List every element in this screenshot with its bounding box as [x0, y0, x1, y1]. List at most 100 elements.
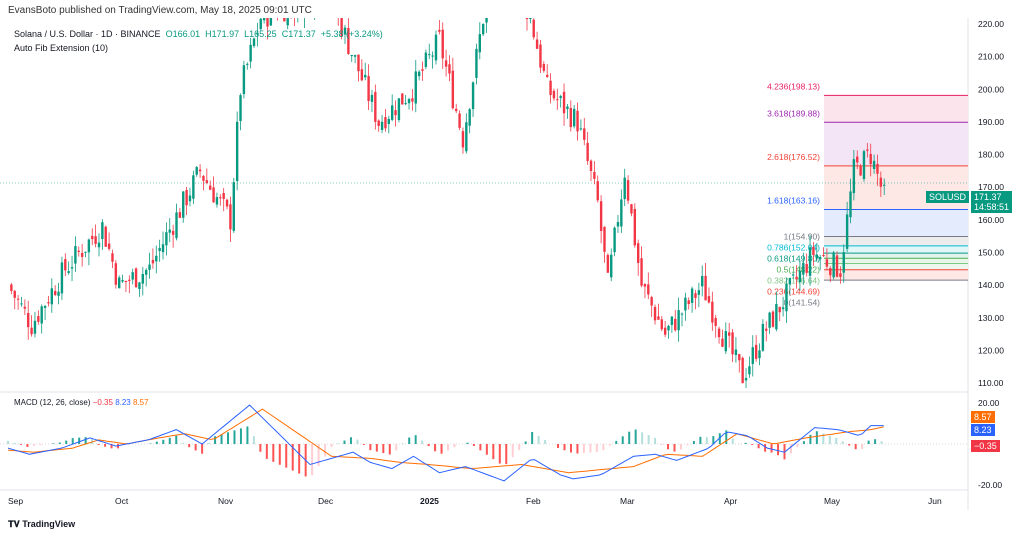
candle-body	[633, 208, 637, 246]
candle-body	[242, 65, 246, 95]
candle-body	[596, 181, 599, 201]
candle-body	[20, 303, 23, 305]
macd-histogram-bar	[65, 440, 68, 444]
candle-body	[589, 160, 593, 171]
macd-histogram-bar	[647, 435, 650, 444]
indicator-label[interactable]: Auto Fib Extension (10)	[14, 43, 109, 53]
macd-label: MACD (12, 26, close)	[14, 398, 91, 407]
candle-body	[761, 323, 765, 351]
candle-body	[350, 54, 353, 57]
candle-body	[434, 34, 438, 61]
tradingview-logo[interactable]: 𝐓𝐕 TradingView	[8, 519, 75, 530]
candle-body	[788, 277, 792, 285]
candle-body	[225, 199, 229, 207]
price-tick: 220.00	[978, 19, 1004, 29]
macd-histogram-bar	[621, 436, 624, 444]
candle-body	[805, 263, 808, 273]
macd-histogram-bar	[181, 442, 184, 444]
macd-histogram-bar	[414, 435, 417, 444]
signal-line	[7, 408, 884, 474]
candle-body	[13, 290, 16, 298]
candle-body	[43, 305, 47, 308]
candle-body	[384, 117, 387, 129]
candle-body	[40, 306, 43, 324]
bar-countdown: 14:58:51	[974, 202, 1010, 212]
candle-body	[30, 327, 33, 335]
candle-body	[704, 275, 707, 301]
candle-body	[138, 282, 141, 290]
candle-body	[134, 268, 138, 288]
symbol-name[interactable]: Solana / U.S. Dollar · 1D · BINANCE	[14, 29, 161, 39]
macd-histogram-bar	[110, 444, 113, 449]
candle-body	[680, 313, 684, 315]
candle-body	[667, 325, 670, 331]
candle-body	[178, 212, 182, 218]
fib-zone	[824, 95, 968, 123]
macd-histogram-bar	[246, 426, 249, 444]
signal-tag: 8.57	[971, 411, 995, 423]
candle-body	[684, 297, 687, 311]
macd-histogram-bar	[362, 444, 365, 445]
candle-body	[866, 149, 869, 151]
macd-histogram-bar	[628, 431, 631, 444]
macd-histogram-bar	[272, 444, 275, 462]
macd-histogram-bar	[802, 441, 805, 444]
macd-histogram-bar	[324, 444, 327, 457]
macd-histogram-bar	[149, 443, 152, 444]
candle-body	[219, 197, 222, 199]
candle-body	[198, 169, 202, 172]
macd-histogram-bar	[252, 436, 255, 444]
fib-zone	[824, 236, 968, 246]
candle-body	[623, 177, 626, 200]
candle-body	[161, 244, 165, 253]
candle-body	[815, 254, 818, 259]
candle-body	[852, 159, 856, 194]
macd-histogram-bar	[408, 437, 411, 444]
candle-body	[586, 142, 589, 161]
macd-histogram-bar	[505, 444, 508, 465]
candle-body	[458, 113, 461, 128]
fib-zone	[824, 122, 968, 166]
fib-level-label: 0.618(149.80)	[767, 253, 820, 263]
candle-body	[94, 236, 97, 244]
candle-body	[441, 29, 444, 59]
ohlc-high: H171.97	[205, 29, 240, 39]
candle-body	[168, 229, 171, 233]
macd-histogram-bar	[58, 442, 61, 444]
macd-histogram-bar	[667, 444, 670, 450]
macd-legend[interactable]: MACD (12, 26, close) −0.35 8.23 8.57	[14, 398, 149, 407]
price-tick: 120.00	[978, 345, 1004, 355]
fib-level-label: 3.618(189.88)	[767, 108, 820, 118]
price-tick: 130.00	[978, 313, 1004, 323]
candle-body	[525, 18, 529, 19]
candle-body	[148, 264, 151, 270]
candle-body	[60, 262, 64, 294]
candle-body	[16, 298, 20, 300]
hist-tag: −0.35	[971, 440, 1000, 452]
macd-histogram-bar	[822, 433, 825, 444]
macd-histogram-bar	[796, 444, 799, 448]
fib-zone	[824, 245, 968, 254]
candle-body	[872, 160, 876, 170]
candle-body	[380, 121, 384, 130]
time-tick: Feb	[526, 496, 541, 506]
candle-body	[663, 327, 667, 335]
macd-histogram-bar	[841, 441, 844, 444]
macd-histogram-bar	[699, 436, 702, 444]
macd-histogram-bar	[91, 438, 94, 444]
candle-body	[171, 230, 175, 235]
macd-histogram-bar	[589, 444, 592, 453]
candle-body	[455, 108, 458, 112]
candle-body	[775, 303, 778, 330]
macd-histogram-bar	[298, 444, 301, 474]
candle-body	[559, 96, 562, 99]
fib-level-label: 1.618(163.16)	[767, 196, 820, 206]
candle-body	[428, 54, 431, 56]
time-tick: Nov	[218, 496, 234, 506]
macd-histogram-bar	[641, 432, 644, 444]
candle-body	[411, 98, 414, 102]
candle-body	[377, 120, 380, 126]
macd-histogram-bar	[809, 434, 812, 444]
candle-body	[738, 354, 741, 361]
